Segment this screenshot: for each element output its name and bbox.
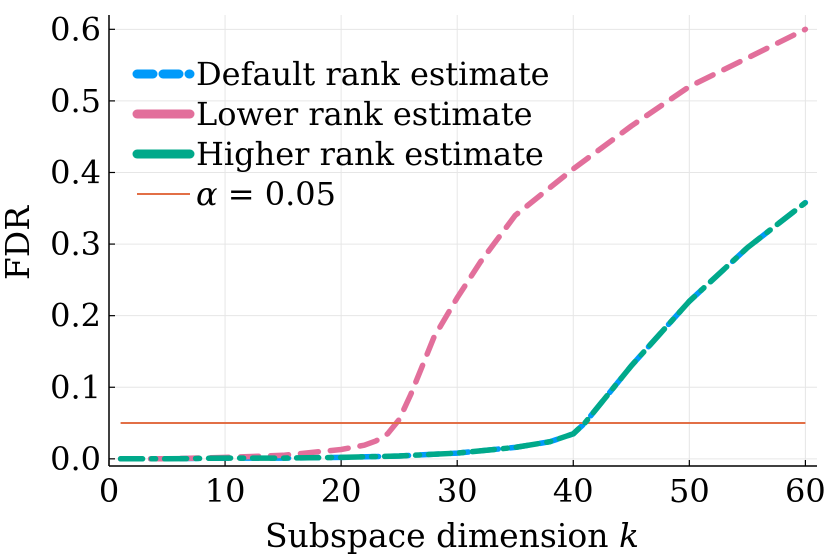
y-tick-label-3: 0.3 [50, 225, 101, 263]
x-tick-label-5: 50 [669, 472, 710, 510]
legend-label-2: Higher rank estimate [196, 135, 544, 173]
y-tick-label-1: 0.1 [50, 368, 101, 406]
x-tick-label-1: 10 [205, 472, 246, 510]
y-tick-label-5: 0.5 [50, 82, 101, 120]
x-tick-label-6: 60 [785, 472, 826, 510]
legend-label-1: Lower rank estimate [196, 95, 533, 133]
grid [108, 15, 817, 466]
y-tick-label-0: 0.0 [50, 440, 101, 478]
legend-label-rest-3: = 0.05 [218, 175, 336, 213]
y-tick-label-2: 0.2 [50, 297, 101, 335]
x-axis-label-var: k [619, 516, 639, 554]
x-tick-label-3: 30 [437, 472, 478, 510]
x-tick-label-2: 20 [321, 472, 362, 510]
series-line-1 [117, 26, 809, 462]
x-axis-label-text: Subspace dimension [265, 516, 619, 554]
x-tick-label-0: 0 [99, 472, 119, 510]
x-tick-label-4: 40 [553, 472, 594, 510]
x-axis-label: Subspace dimension k [265, 516, 639, 554]
series-line-0 [117, 199, 809, 462]
series-line-2 [117, 199, 809, 462]
axes [108, 15, 817, 467]
y-tick-label-6: 0.6 [50, 10, 101, 48]
y-tick-label-4: 0.4 [50, 153, 101, 191]
legend-label-3: α = 0.05 [196, 175, 336, 213]
series-group [117, 26, 809, 462]
tick-labels: 0 10 20 30 40 50 60 0.0 0.1 0.2 0.3 0.4 0.5 0.6 [50, 10, 826, 510]
legend-label-0: Default rank estimate [196, 55, 550, 93]
legend-label-var-3: α [196, 175, 218, 213]
y-axis-label: FDR [0, 205, 37, 280]
